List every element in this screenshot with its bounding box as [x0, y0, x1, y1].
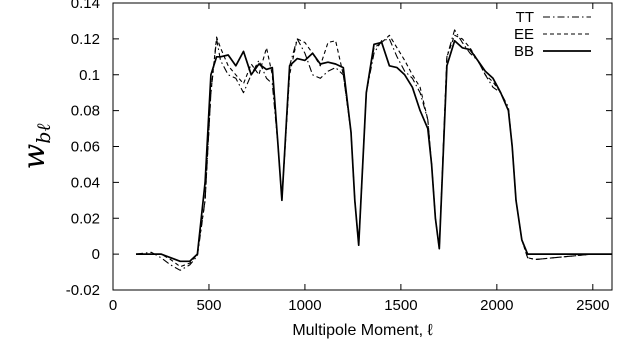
series-line-bb	[136, 39, 612, 263]
x-tick-label: 0	[109, 297, 117, 314]
y-tick-label: 0.12	[71, 31, 100, 48]
x-tick-label: 2000	[480, 297, 513, 314]
y-tick-label: 0	[92, 246, 100, 263]
legend-label-tt: TT	[516, 9, 534, 26]
y-tick-label: 0.04	[71, 174, 100, 191]
legend-label-bb: BB	[514, 43, 534, 60]
y-tick-label: 0.1	[79, 67, 100, 84]
y-axis-title: wbℓ	[17, 124, 55, 170]
legend-label-ee: EE	[514, 26, 534, 43]
y-tick-label: 0.06	[71, 139, 100, 156]
x-tick-label: 1000	[288, 297, 321, 314]
x-tick-label: 1500	[384, 297, 417, 314]
y-tick-label: 0.08	[71, 103, 100, 120]
y-tick-label: 0.14	[71, 0, 100, 12]
series-lines	[135, 29, 612, 271]
x-tick-label: 500	[196, 297, 221, 314]
y-tick-label: 0.02	[71, 210, 100, 227]
x-axis-title: Multipole Moment, ℓ	[292, 322, 432, 339]
x-tick-label: 2500	[576, 297, 609, 314]
axes: 0 500 1000 1500 2000 2500 -0.02 0 0.02 0.04 0.06 0.…	[17, 0, 613, 339]
y-tick-label: -0.02	[66, 282, 100, 299]
